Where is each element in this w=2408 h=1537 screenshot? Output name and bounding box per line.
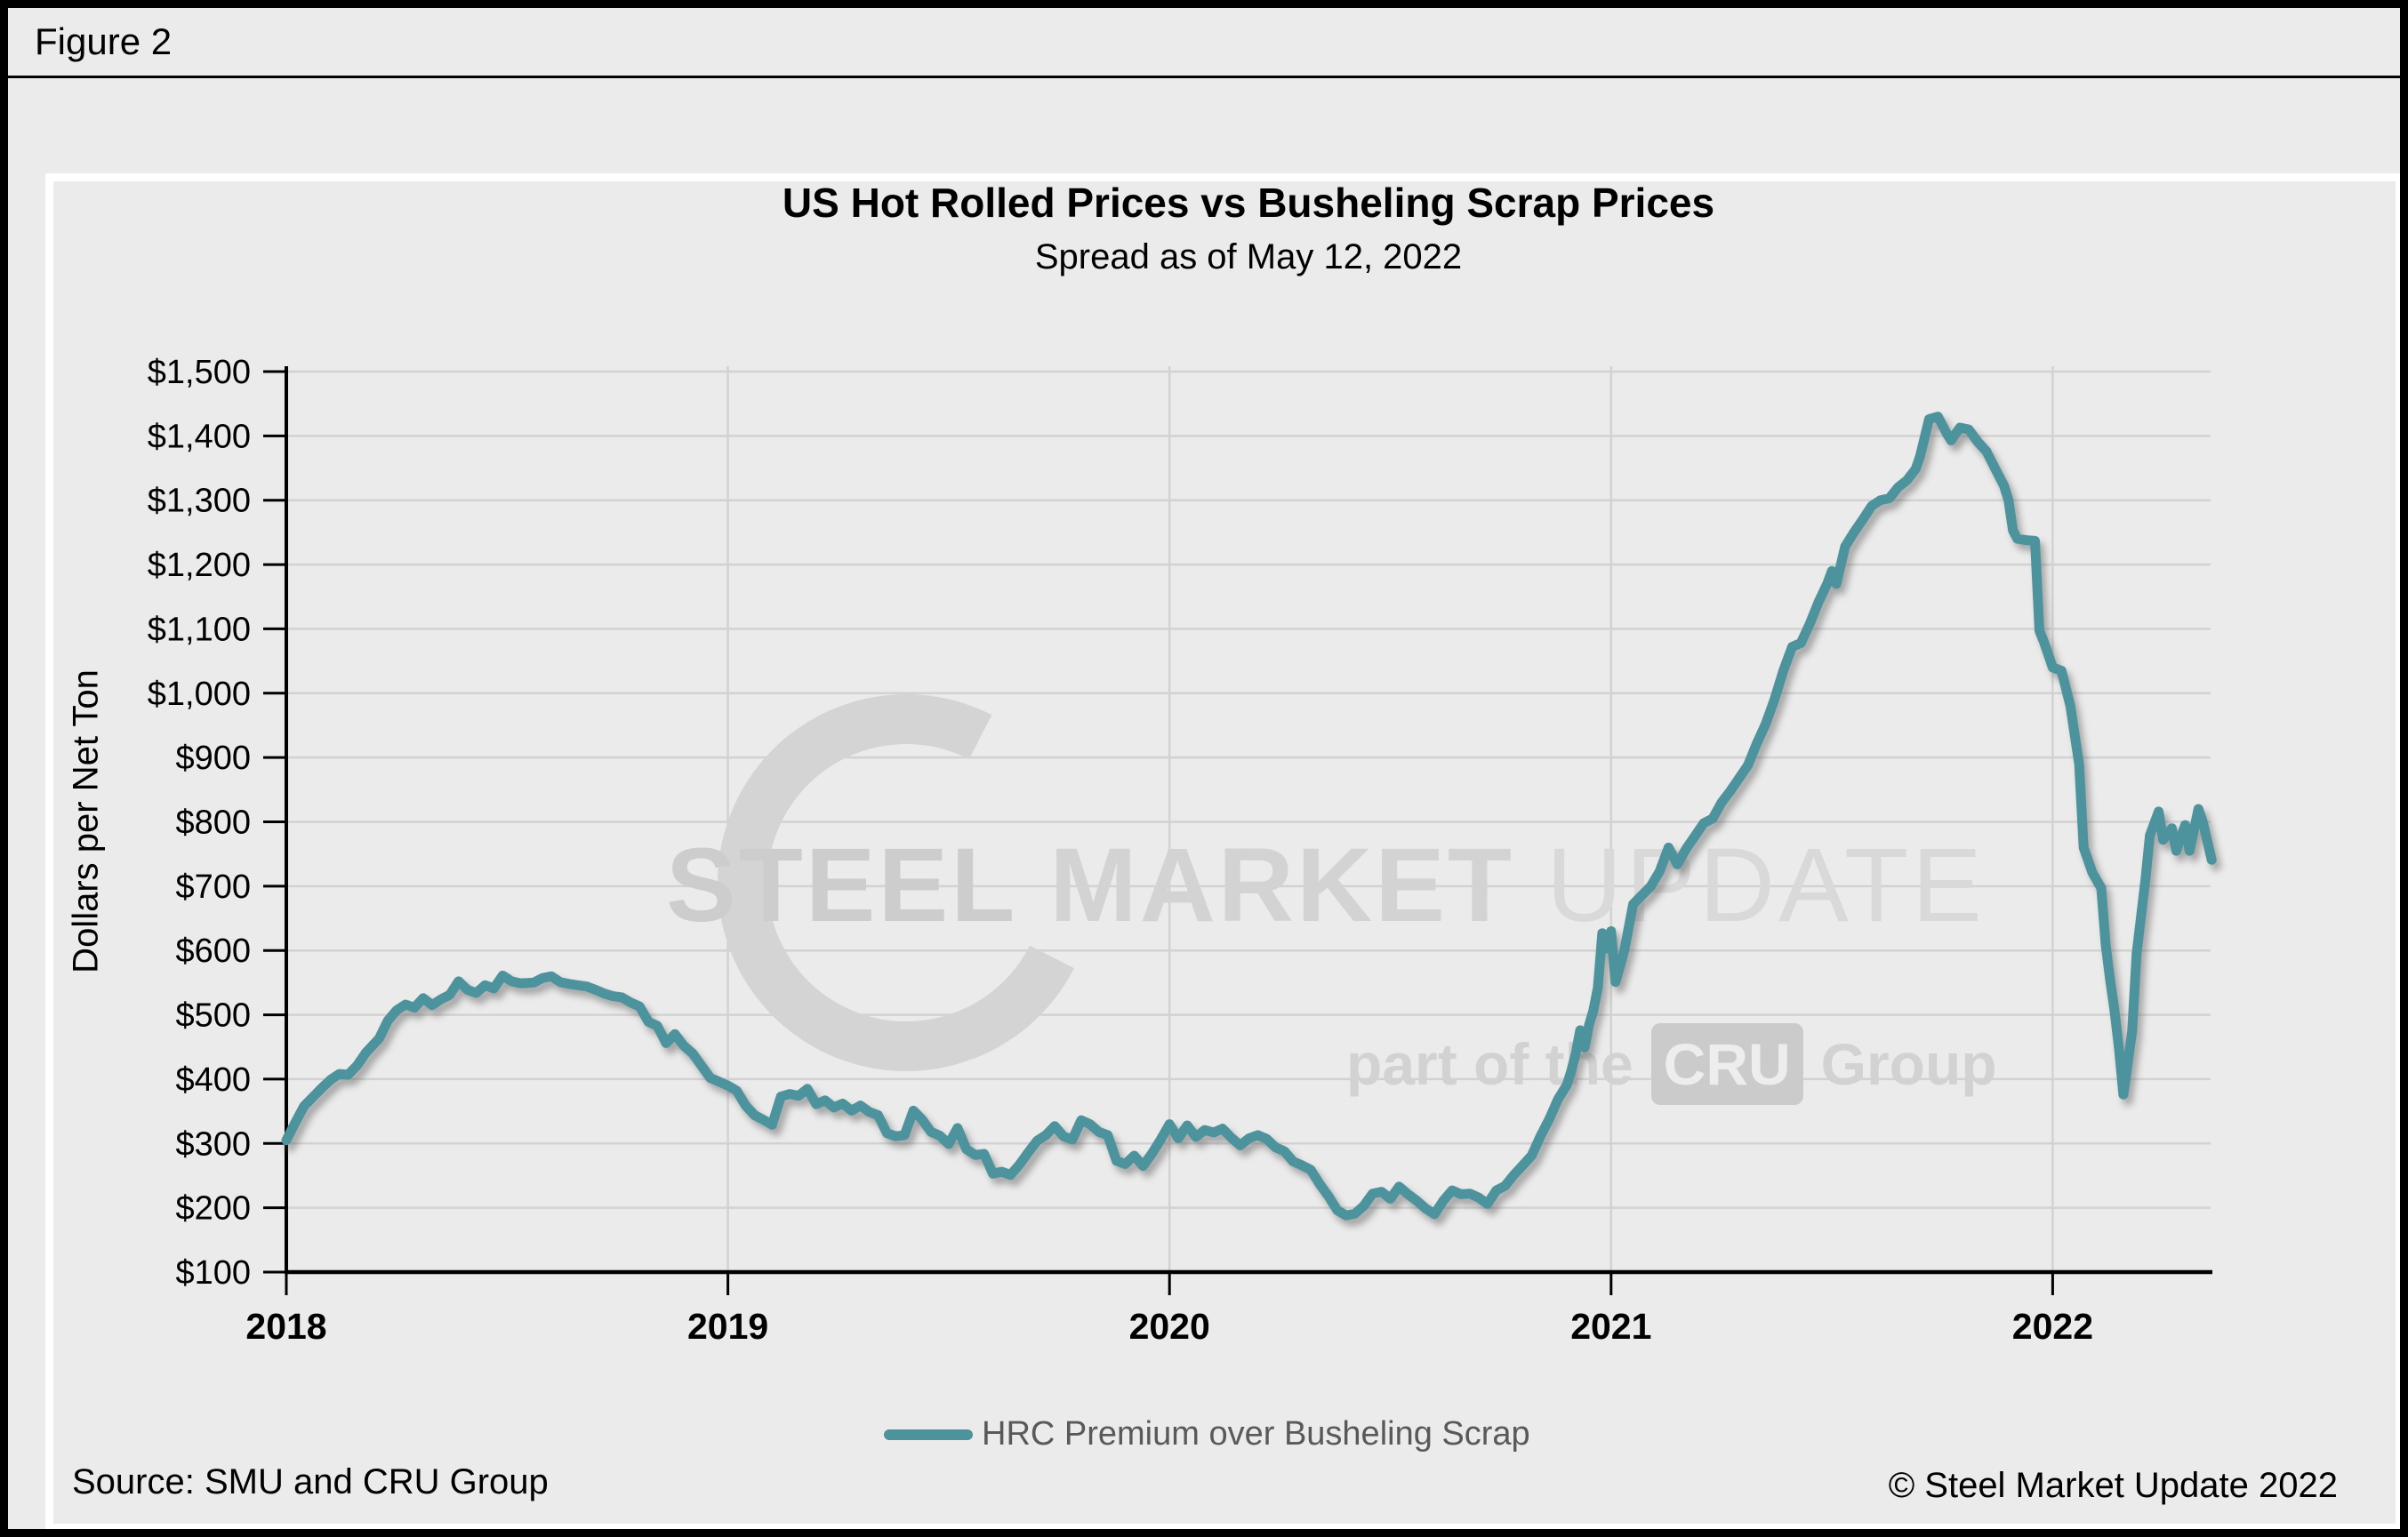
y-tick-label: $400 (175, 1061, 251, 1099)
figure-label: Figure 2 (35, 20, 173, 62)
y-tick-label: $300 (175, 1125, 251, 1163)
y-tick-label: $1,100 (148, 611, 251, 648)
legend-label: HRC Premium over Busheling Scrap (982, 1415, 1530, 1453)
source-note: Source: SMU and CRU Group (72, 1462, 549, 1501)
copyright-note: © Steel Market Update 2022 (1888, 1466, 2338, 1505)
plot-grid-layer: $100 $200 $300 $400 $500 $600 $700 $800 $900 $1,0… (148, 354, 2212, 1347)
x-tick-label: 2021 (1570, 1306, 1651, 1347)
y-tick-label: $800 (175, 805, 251, 842)
y-tick-label: $200 (175, 1190, 251, 1228)
x-tick-label: 2022 (2012, 1306, 2093, 1347)
price-line (281, 412, 2217, 1221)
x-tick-label: 2019 (687, 1306, 768, 1347)
y-tick-label: $600 (175, 933, 251, 970)
legend: HRC Premium over Busheling Scrap (884, 1415, 1530, 1453)
y-tick-label: $500 (175, 997, 251, 1035)
x-tick-label: 2020 (1129, 1306, 1210, 1347)
y-tick-label: $700 (175, 869, 251, 906)
chart-frame (45, 173, 2400, 1529)
y-tick-label: $1,400 (148, 418, 251, 455)
chart-subtitle: Spread as of May 12, 2022 (1034, 237, 1463, 276)
header-rule (8, 76, 2400, 78)
legend-line-swatch-icon (884, 1429, 973, 1440)
y-tick-label: $1,000 (148, 676, 251, 713)
y-tick-label: $1,200 (148, 547, 251, 584)
y-tick-label: $1,300 (148, 483, 251, 520)
chart-title: US Hot Rolled Prices vs Busheling Scrap … (782, 180, 1715, 226)
plot-line-layer (281, 412, 2217, 1221)
y-tick-label: $900 (175, 740, 251, 777)
y-tick-label: $1,500 (148, 354, 251, 391)
y-tick-label: $100 (175, 1254, 251, 1292)
x-tick-label: 2018 (245, 1306, 326, 1347)
